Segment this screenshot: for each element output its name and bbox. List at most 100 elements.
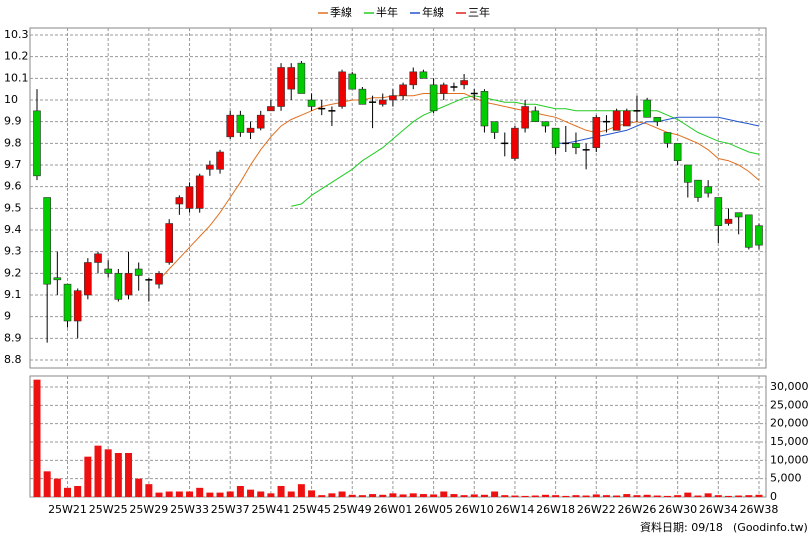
volume-bar (186, 491, 194, 497)
volume-bar (74, 486, 82, 497)
volume-bar (104, 449, 112, 497)
volume-bar (419, 494, 427, 497)
candle-body (195, 175, 204, 209)
volume-bar (694, 495, 702, 497)
candle-body (155, 273, 163, 285)
volume-bar (216, 492, 224, 497)
x-tick-label: 26W05 (414, 503, 453, 516)
candle-body (358, 88, 367, 105)
candle-body (419, 71, 428, 79)
volume-bar (521, 495, 529, 497)
x-tick-label: 26W18 (536, 503, 575, 516)
x-tick-label: 26W22 (577, 503, 616, 516)
volume-bar (125, 453, 133, 497)
candle-body (297, 62, 306, 94)
x-tick-label: 25W21 (48, 503, 87, 516)
candle-body (53, 277, 62, 281)
y2-tick-label: 5,000 (770, 472, 802, 485)
volume-bar (572, 495, 580, 497)
x-tick-label: 26W30 (658, 503, 697, 516)
footer-date: 資料日期: 09/18 (640, 520, 723, 534)
candle-body (623, 110, 631, 127)
candle-body (206, 164, 214, 170)
volume-bar (206, 492, 214, 497)
price-panel (29, 27, 767, 369)
candle-body (714, 197, 723, 226)
candle-body (612, 110, 621, 131)
legend-label: 季線 (330, 5, 352, 19)
candle-body (429, 84, 438, 112)
volume-bar (297, 484, 305, 497)
candle-body (663, 132, 672, 144)
volume-bar (430, 494, 438, 497)
volume-bar (623, 494, 631, 497)
volume-bar (541, 494, 549, 497)
volume-bar (338, 491, 346, 497)
volume-bar (562, 495, 570, 497)
volume-bar (64, 487, 72, 497)
candle-body (348, 73, 357, 90)
volume-bar (318, 495, 326, 497)
y-tick-label: 8.9 (4, 331, 22, 344)
candle-body (734, 212, 743, 218)
volume-bar (409, 493, 417, 497)
y-tick-label: 9.9 (4, 115, 22, 128)
y-tick-label: 9.6 (4, 180, 22, 193)
candle-body (307, 99, 316, 107)
candle-body (216, 151, 224, 170)
volume-bar (511, 495, 519, 497)
volume-bar (501, 495, 509, 497)
volume-bar (114, 453, 122, 497)
volume-bar (440, 491, 448, 497)
candle-body (755, 225, 763, 246)
volume-bar (348, 494, 356, 497)
volume-bar (460, 495, 468, 497)
volume-bar (531, 495, 539, 497)
candle-body (399, 84, 407, 96)
volume-bar (399, 494, 407, 497)
x-tick-label: 25W33 (170, 503, 209, 516)
x-tick-label: 26W34 (699, 503, 738, 516)
candle-body (165, 223, 173, 263)
volume-bar (287, 491, 295, 497)
candle-body (653, 117, 662, 122)
volume-bar (369, 494, 377, 497)
candle-body (175, 197, 184, 205)
y-tick-label: 10 (4, 93, 18, 106)
volume-bar (582, 495, 590, 497)
candle-body (531, 110, 540, 122)
candle-body (480, 91, 489, 127)
ma-line (158, 93, 760, 281)
volume-bar (633, 495, 641, 497)
volume-bar (175, 491, 183, 497)
y-tick-label: 9.3 (4, 245, 22, 258)
candle-body (745, 214, 753, 248)
candle-body (226, 114, 235, 138)
y-tick-label: 8.8 (4, 353, 22, 366)
candle-body (521, 106, 529, 129)
candle-body (439, 84, 448, 94)
volume-bar (724, 495, 732, 497)
y2-tick-label: 25,000 (770, 398, 808, 411)
legend-label: 年線 (422, 5, 444, 19)
candle-body (389, 95, 397, 101)
volume-bar (94, 445, 102, 497)
footer-source: (Goodinfo.tw) (733, 521, 808, 534)
candle-body (643, 99, 651, 118)
volume-bar (53, 478, 61, 497)
candle-body (73, 290, 82, 322)
volume-bar (84, 456, 92, 497)
volume-bar (277, 486, 285, 497)
volume-bar (735, 495, 743, 497)
y-tick-label: 9.1 (4, 288, 22, 301)
volume-bar (602, 495, 610, 497)
volume-bar (480, 494, 488, 497)
candle-body (592, 117, 601, 148)
y2-tick-label: 10,000 (770, 453, 808, 466)
candle-body (673, 143, 682, 161)
y2-tick-label: 15,000 (770, 435, 808, 448)
volume-bar (552, 495, 560, 497)
volume-bar (43, 471, 51, 497)
candle-body (551, 127, 560, 148)
